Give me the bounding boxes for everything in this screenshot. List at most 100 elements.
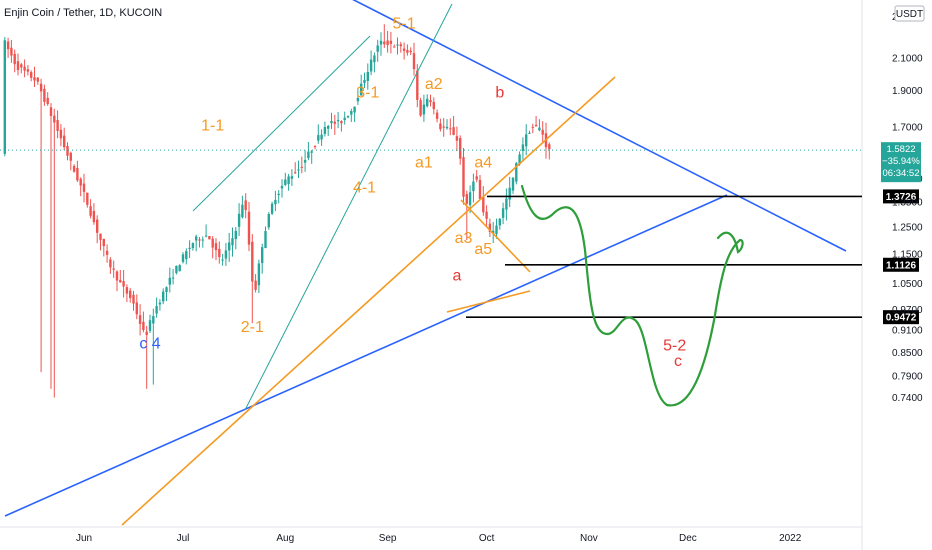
candle-body bbox=[6, 41, 10, 50]
candle-body bbox=[264, 231, 267, 248]
wave-label: 5-1 bbox=[393, 15, 416, 32]
current-price-value: 1.5822 bbox=[886, 144, 915, 155]
candle-body bbox=[115, 271, 119, 281]
candle-body bbox=[317, 135, 320, 141]
candle-body bbox=[303, 159, 307, 163]
candle-body bbox=[538, 127, 541, 131]
candle-body bbox=[330, 120, 333, 124]
candle-body bbox=[152, 316, 155, 324]
candle-body bbox=[109, 259, 112, 268]
candle-body bbox=[472, 181, 475, 192]
candle-body bbox=[320, 134, 323, 140]
candle-body bbox=[228, 242, 231, 251]
candle-body bbox=[478, 179, 482, 199]
price-axis[interactable]: 1.37261.11260.94722.10001.90001.70001.45… bbox=[881, 12, 923, 404]
candle-body bbox=[112, 268, 115, 270]
currency-button[interactable]: USDT bbox=[894, 5, 925, 22]
candle-body bbox=[16, 61, 20, 70]
candle-body bbox=[181, 254, 185, 262]
candle-body bbox=[307, 151, 310, 159]
candle-body bbox=[208, 236, 211, 240]
price-tick-label: 0.7400 bbox=[892, 393, 923, 404]
candle-body bbox=[168, 277, 171, 285]
candle-body bbox=[129, 290, 132, 299]
candle-body bbox=[429, 100, 432, 103]
price-tick-label: 1.1500 bbox=[892, 250, 923, 261]
candle-body bbox=[459, 138, 462, 159]
candle-body bbox=[158, 302, 162, 305]
candle-body bbox=[287, 176, 290, 185]
candle-body bbox=[541, 129, 544, 135]
candle-body bbox=[327, 125, 330, 129]
candle-body bbox=[63, 135, 66, 148]
candle-body bbox=[462, 157, 465, 197]
time-axis[interactable]: Jun Jul Aug Sep Oct Nov Dec 2022 bbox=[76, 533, 802, 544]
candle-body bbox=[46, 97, 49, 104]
price-tick-label: 0.8500 bbox=[892, 348, 923, 359]
price-tick-label: 1.0500 bbox=[892, 279, 923, 290]
candle-body bbox=[135, 302, 138, 315]
candle-body bbox=[79, 178, 82, 186]
candle-body bbox=[82, 183, 86, 192]
candle-body bbox=[376, 45, 379, 52]
price-tick-label: 2.1000 bbox=[892, 54, 923, 65]
candle-body bbox=[53, 115, 56, 123]
wave-label: a4 bbox=[474, 155, 492, 172]
candle-body bbox=[548, 144, 551, 150]
price-tag-level: 1.1126 bbox=[883, 257, 919, 272]
candle-body bbox=[528, 132, 531, 134]
green-channel-lower bbox=[244, 3, 453, 411]
candle-body bbox=[383, 41, 386, 45]
candle-body bbox=[247, 211, 251, 245]
candle-body bbox=[346, 116, 350, 118]
candle-body bbox=[3, 40, 6, 154]
price-tick-label: 1.9000 bbox=[892, 86, 923, 97]
price-tick-label: 1.7000 bbox=[892, 122, 923, 133]
candle-body bbox=[393, 46, 396, 48]
candle-body bbox=[501, 208, 505, 218]
current-price-tag: 1.5822−35.94%06:34:52 bbox=[881, 142, 921, 183]
candle-body bbox=[449, 128, 452, 130]
candle-body bbox=[439, 123, 442, 130]
price-tag-text: 1.3726 bbox=[886, 192, 917, 203]
candle-body bbox=[138, 315, 142, 324]
candle-body bbox=[432, 101, 435, 110]
candle-body bbox=[452, 127, 455, 135]
wave-label: a2 bbox=[425, 76, 443, 93]
candle-body bbox=[280, 185, 284, 189]
candle-body bbox=[76, 167, 79, 181]
candle-body bbox=[142, 321, 145, 331]
candle-body bbox=[515, 163, 518, 182]
candle-body bbox=[343, 117, 346, 121]
price-tag-level: 1.3726 bbox=[883, 189, 919, 204]
candle-body bbox=[323, 126, 327, 134]
candle-body bbox=[366, 71, 369, 82]
wave-label: 2-1 bbox=[241, 319, 264, 336]
time-tick-label: Oct bbox=[479, 533, 495, 544]
candle-body bbox=[178, 265, 181, 272]
candle-body bbox=[234, 230, 237, 240]
candle-body bbox=[148, 320, 152, 331]
lower-trendline-blue bbox=[4, 194, 728, 517]
candle-body bbox=[96, 219, 99, 233]
candle-body bbox=[531, 126, 534, 128]
candle-body bbox=[175, 265, 178, 273]
candle-body bbox=[379, 40, 383, 45]
candle-body bbox=[505, 198, 508, 210]
wave-label: a3 bbox=[455, 230, 473, 247]
candle-body bbox=[261, 247, 264, 264]
drawings-layer bbox=[0, 0, 862, 526]
currency-label: USDT bbox=[896, 9, 923, 20]
wave-label: 4-1 bbox=[353, 179, 376, 196]
candle-body bbox=[254, 280, 257, 290]
candle-body bbox=[521, 144, 525, 151]
candle-body bbox=[224, 250, 228, 259]
candle-body bbox=[86, 192, 89, 205]
wave-label: 1-1 bbox=[201, 118, 224, 135]
wave-label: c 4 bbox=[139, 336, 160, 353]
candle-body bbox=[119, 279, 122, 283]
candle-body bbox=[125, 287, 129, 294]
candle-body bbox=[492, 230, 495, 234]
candle-body bbox=[201, 239, 204, 241]
